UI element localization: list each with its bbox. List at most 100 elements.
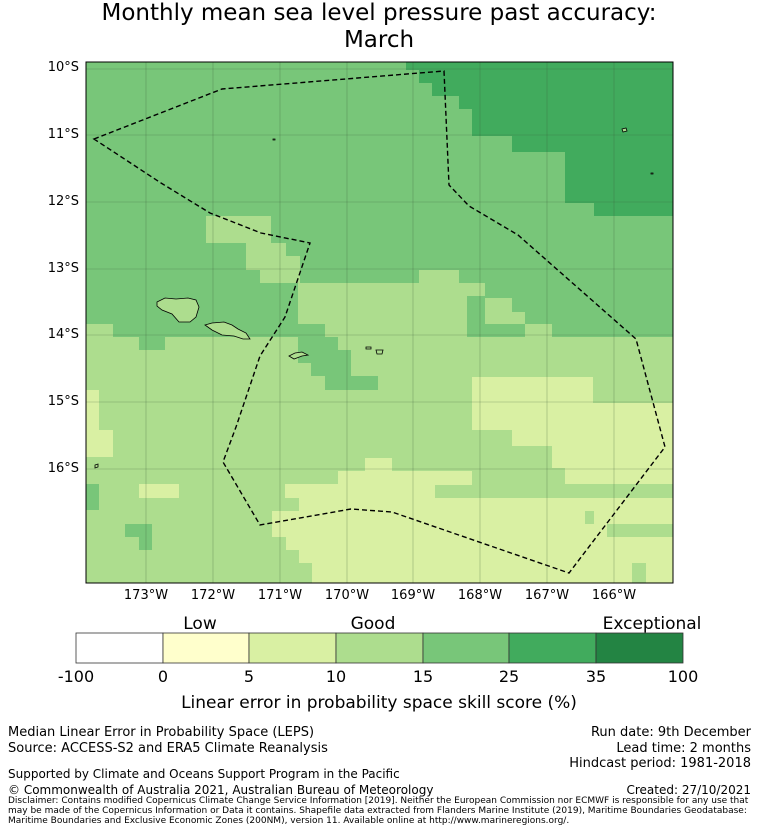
island-tutuila: [288, 351, 310, 360]
map-title-line1: Monthly mean sea level pressure past acc…: [101, 0, 657, 26]
islands: [94, 127, 654, 469]
skill-cell: [646, 563, 673, 583]
skill-cell: [298, 350, 351, 363]
footer-disclaimer: Disclaimer: Contains modified Copernicus…: [8, 796, 749, 826]
skill-cell: [552, 446, 673, 468]
island-swains: [621, 127, 628, 133]
graticule: [86, 62, 673, 583]
colorbar-category-exceptional: Exceptional: [602, 614, 702, 634]
colorbar-tick: 15: [412, 667, 434, 686]
skill-cell: [286, 537, 673, 550]
colorbar-segment: [508, 632, 597, 664]
skill-cell: [512, 136, 673, 152]
map-title-line2: March: [343, 27, 415, 53]
lon-label: 166°W: [591, 588, 637, 603]
skill-cell: [419, 70, 673, 83]
colorbar-segment: [162, 632, 250, 664]
skill-cell: [86, 484, 99, 510]
skill-cell: [312, 563, 632, 583]
footer-lead-time: Lead time: 2 months: [616, 741, 751, 756]
lat-label: 16°S: [47, 461, 79, 476]
island-tau: [375, 349, 384, 355]
lon-label: 172°W: [190, 588, 236, 603]
skill-cell: [325, 337, 338, 350]
colorbar-category-good: Good: [350, 614, 396, 634]
colorbar-segment: [422, 632, 510, 664]
lat-label: 10°S: [47, 60, 79, 75]
skill-cell: [325, 376, 378, 390]
skill-cell: [406, 62, 673, 70]
skill-cell: [260, 256, 300, 283]
skill-cell: [139, 484, 179, 498]
lon-label: 168°W: [457, 588, 503, 603]
skill-cell: [86, 430, 113, 457]
skill-cell: [485, 312, 525, 324]
lat-label: 15°S: [47, 394, 79, 409]
island-savaii: [156, 297, 200, 323]
lat-label: 12°S: [47, 194, 79, 209]
skill-cell: [299, 550, 673, 563]
lat-label: 13°S: [47, 261, 79, 276]
lat-label: 11°S: [47, 127, 79, 142]
colorbar-tick: 35: [585, 667, 607, 686]
colorbar-tick: 10: [325, 667, 347, 686]
skill-cell: [338, 471, 472, 485]
colorbar-segment: [248, 632, 337, 664]
map-frame: [85, 61, 674, 584]
skill-cell: [86, 337, 139, 351]
skill-cell: [472, 403, 673, 430]
colorbar-tick: -100: [57, 667, 95, 686]
skill-cell: [139, 537, 152, 550]
skill-cell: [459, 96, 673, 109]
skill-raster: [86, 62, 673, 583]
colorbar-tick: 25: [498, 667, 520, 686]
skill-cell: [86, 324, 113, 337]
skill-cell: [432, 83, 673, 96]
lon-label: 171°W: [257, 588, 303, 603]
skill-cell: [565, 468, 673, 484]
skill-cell: [299, 498, 629, 511]
skill-cell: [272, 511, 585, 524]
skill-cell: [525, 324, 552, 337]
colorbar-segment: [335, 632, 424, 664]
footer-copyright: © Commonwealth of Australia 2021, Austra…: [8, 783, 434, 797]
lon-label: 173°W: [123, 588, 169, 603]
skill-cell: [472, 377, 593, 403]
colorbar-tick: 0: [157, 667, 169, 686]
skill-cell: [594, 203, 673, 216]
lon-label: 169°W: [390, 588, 436, 603]
skill-cell: [512, 430, 673, 446]
lat-label: 14°S: [47, 327, 79, 342]
skill-cell: [419, 270, 459, 283]
eez-boundary: [92, 70, 666, 574]
colorbar-tick: 5: [243, 667, 255, 686]
skill-cell: [298, 324, 325, 351]
footer-created: Created: 27/10/2021: [626, 783, 751, 797]
footer-run-date: Run date: 9th December: [590, 725, 751, 740]
skill-cell: [311, 363, 351, 376]
footer-method: Median Linear Error in Probability Space…: [8, 725, 315, 740]
island-ofu: [365, 346, 372, 350]
lon-label: 170°W: [324, 588, 370, 603]
skill-cell: [565, 152, 673, 203]
island-small-1: [272, 138, 276, 141]
lon-label: 167°W: [524, 588, 570, 603]
skill-cell: [285, 484, 435, 498]
footer-support: Supported by Climate and Oceans Support …: [8, 767, 400, 781]
skill-cell: [594, 511, 673, 524]
colorbar-category-low: Low: [183, 614, 217, 634]
colorbar-tick: 100: [667, 667, 699, 686]
skill-cell: [86, 390, 99, 430]
colorbar-title: Linear error in probability space skill …: [181, 693, 577, 713]
skill-cell: [485, 298, 512, 312]
colorbar-segment: [595, 632, 684, 664]
skill-cell: [272, 524, 607, 537]
skill-map: [85, 61, 674, 584]
colorbar: [75, 632, 684, 664]
island-upolu: [204, 321, 251, 340]
colorbar-segment: [75, 632, 164, 664]
skill-cell: [445, 283, 485, 296]
footer-hindcast: Hindcast period: 1981-2018: [569, 756, 751, 771]
skill-cell: [472, 109, 673, 136]
island-small-2: [650, 172, 654, 175]
